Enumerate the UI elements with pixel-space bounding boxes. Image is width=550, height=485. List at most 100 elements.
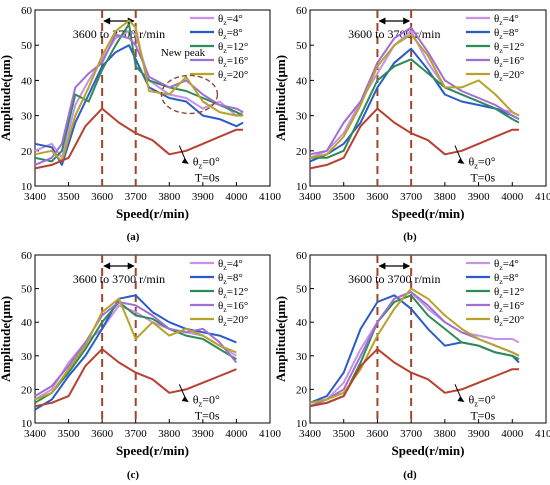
x-tick-label: 3400 — [24, 428, 47, 440]
legend-label: θz=4° — [494, 258, 519, 272]
y-tick-label: 60 — [21, 250, 33, 262]
baseline-line — [34, 107, 244, 170]
panel-caption: (b) — [403, 231, 417, 243]
x-tick-label: 4000 — [501, 191, 524, 203]
x-tick-label: 3500 — [58, 191, 81, 203]
baseline-label: θz=0° — [468, 392, 495, 408]
legend-label: θz=20° — [494, 69, 524, 83]
chart-panel-a: 3400 3500 3600 3700 3800 3900 4000 4100 10 20 30 40… — [0, 5, 282, 243]
arrow-head-left — [378, 262, 386, 270]
y-tick-label: 20 — [296, 384, 308, 396]
legend-label: θz=16° — [218, 55, 248, 69]
x-tick-label: 3700 — [400, 191, 423, 203]
y-tick-label: 20 — [21, 384, 33, 396]
legend-label: θz=20° — [494, 314, 524, 328]
series-line-theta-4 — [34, 30, 244, 159]
series-line-theta-20 — [34, 19, 244, 163]
x-tick-label: 3600 — [366, 191, 389, 203]
x-tick-label: 3800 — [434, 191, 457, 203]
y-tick-label: 40 — [296, 317, 308, 329]
y-tick-label: 30 — [296, 351, 308, 363]
y-tick-label: 50 — [296, 284, 308, 296]
x-tick-label: 3800 — [158, 428, 181, 440]
legend-label: θz=4° — [218, 13, 243, 27]
series-line-theta-4 — [309, 291, 520, 404]
baseline-sub-label: T=0s — [470, 170, 495, 184]
legend-label: θz=8° — [494, 272, 519, 286]
y-axis-label: Amplitude(μm) — [0, 55, 13, 141]
panel-caption: (a) — [127, 231, 140, 243]
y-tick-label: 20 — [296, 146, 308, 158]
y-tick-label: 40 — [21, 317, 33, 329]
x-tick-label: 3700 — [125, 191, 148, 203]
chart-panel-c: 3400 3500 3600 3700 3800 3900 4000 4100 10 20 30 40… — [0, 250, 282, 481]
x-tick-label: 3400 — [299, 428, 322, 440]
legend-label: θz=16° — [218, 300, 248, 314]
x-tick-label: 4100 — [259, 191, 282, 203]
x-tick-label: 3900 — [192, 191, 215, 203]
legend-label: θz=12° — [218, 41, 248, 55]
baseline-label: θz=0° — [193, 392, 220, 408]
legend-label: θz=20° — [218, 69, 248, 83]
x-axis-label: Speed(r/min) — [392, 443, 465, 458]
baseline-arrow-head — [457, 157, 465, 164]
baseline-label: θz=0° — [193, 154, 220, 170]
y-tick-label: 40 — [21, 75, 33, 87]
baseline-label: θz=0° — [468, 154, 495, 170]
panel-caption: (c) — [127, 469, 140, 481]
x-tick-label: 3400 — [299, 191, 322, 203]
y-tick-label: 60 — [21, 5, 33, 17]
baseline-arrow-head — [181, 157, 189, 164]
baseline-sub-label: T=0s — [470, 408, 495, 422]
plot-frame — [309, 9, 547, 187]
range-label: 3600 to 3700 r/min — [348, 272, 440, 286]
plot-frame — [34, 254, 271, 424]
y-tick-label: 50 — [21, 40, 33, 52]
x-tick-label: 3400 — [24, 191, 47, 203]
plot-frame — [309, 254, 547, 424]
legend-label: θz=8° — [494, 27, 519, 41]
x-tick-label: 3900 — [468, 428, 491, 440]
y-tick-label: 20 — [21, 146, 33, 158]
x-tick-label: 3900 — [192, 428, 215, 440]
x-tick-label: 3600 — [91, 428, 114, 440]
y-tick-label: 50 — [21, 284, 33, 296]
series-line-theta-16 — [34, 33, 244, 166]
x-tick-label: 3700 — [400, 428, 423, 440]
arrow-head-left — [103, 262, 111, 270]
arrow-head-left — [378, 17, 386, 25]
arrow-head-right — [403, 17, 411, 25]
chart-panel-d: 3400 3500 3600 3700 3800 3900 4000 4100 10 20 30 40… — [273, 250, 550, 481]
y-axis-label: Amplitude(μm) — [0, 296, 13, 382]
series-line-theta-12 — [34, 301, 237, 404]
legend-label: θz=12° — [218, 286, 248, 300]
y-tick-label: 50 — [296, 40, 308, 52]
plot-frame — [34, 9, 271, 187]
legend-label: θz=12° — [494, 286, 524, 300]
series-line-theta-12 — [34, 23, 244, 163]
y-tick-label: 10 — [296, 181, 308, 193]
x-tick-label: 3500 — [333, 428, 356, 440]
y-tick-label: 60 — [296, 250, 308, 262]
y-axis-label: Amplitude(μm) — [273, 296, 288, 382]
x-axis-label: Speed(r/min) — [116, 443, 189, 458]
baseline-line — [309, 107, 519, 170]
x-axis-label: Speed(r/min) — [392, 206, 465, 221]
legend-label: θz=8° — [218, 272, 243, 286]
chart-panel-b: 3400 3500 3600 3700 3800 3900 4000 4100 10 20 30 40… — [273, 5, 550, 243]
series-line-theta-20 — [309, 33, 520, 159]
y-tick-label: 40 — [296, 75, 308, 87]
series-line-theta-8 — [34, 294, 237, 411]
x-tick-label: 4100 — [259, 428, 282, 440]
legend-label: θz=4° — [494, 13, 519, 27]
legend-label: θz=4° — [218, 258, 243, 272]
x-tick-label: 3900 — [468, 191, 491, 203]
new-peak-label: New peak — [161, 47, 206, 59]
baseline-line — [34, 348, 237, 408]
x-tick-label: 4100 — [535, 428, 550, 440]
legend-label: θz=16° — [494, 300, 524, 314]
legend-label: θz=12° — [494, 41, 524, 55]
series-line-theta-20 — [309, 287, 520, 404]
y-tick-label: 10 — [21, 181, 33, 193]
panel-caption: (d) — [403, 469, 417, 481]
